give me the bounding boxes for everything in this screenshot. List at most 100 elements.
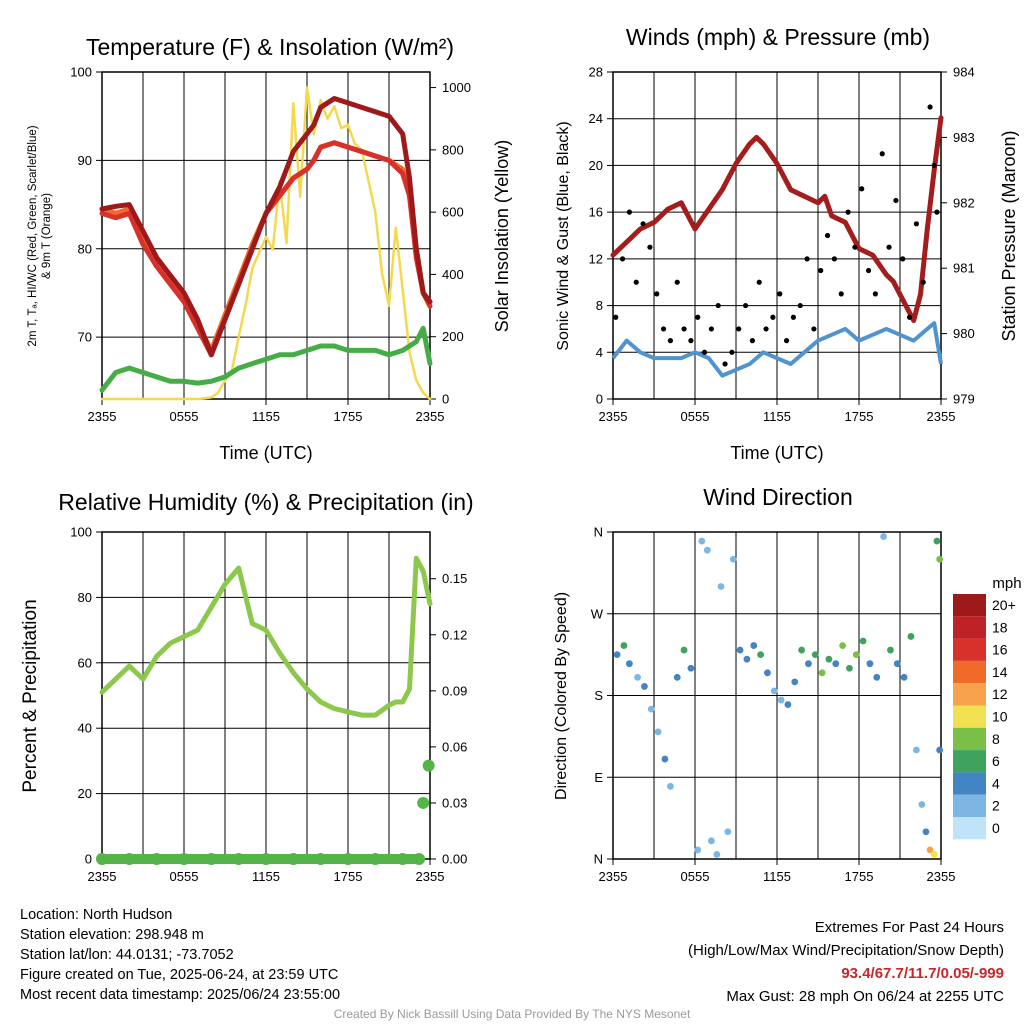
extremes-subtitle: (High/Low/Max Wind/Precipitation/Snow De… bbox=[688, 942, 1004, 959]
winds-chart-gust-point-37 bbox=[865, 267, 872, 274]
winds-chart-gust-point-3 bbox=[633, 279, 639, 285]
temp-chart-ytick-label-3: 100 bbox=[70, 65, 92, 80]
winds-chart-gust-point-43 bbox=[906, 314, 913, 320]
dir-chart-direction-point-11 bbox=[687, 664, 695, 672]
speed-legend-label-10: 0 bbox=[992, 820, 1000, 836]
winds-chart-gust-point-12 bbox=[695, 314, 701, 320]
dir-chart-direction-point-43 bbox=[893, 660, 901, 668]
dir-chart-direction-point-2 bbox=[626, 660, 633, 668]
winds-chart-grid bbox=[612, 72, 942, 399]
speed-legend-label-0: 20+ bbox=[992, 597, 1016, 613]
station-latlon: Station lat/lon: 44.0131; -73.7052 bbox=[20, 947, 234, 963]
extremes-title: Extremes For Past 24 Hours bbox=[814, 919, 1004, 936]
speed-legend-label-5: 10 bbox=[992, 709, 1008, 725]
dir-chart-direction-point-47 bbox=[918, 801, 926, 808]
rh-chart-precip-point-3 bbox=[178, 853, 190, 865]
speed-legend-label-6: 8 bbox=[992, 731, 1000, 747]
winds-chart-xlabel: Time (UTC) bbox=[730, 443, 823, 463]
dir-chart-ytick-label-3: W bbox=[591, 606, 604, 621]
dir-chart-direction-point-21 bbox=[743, 655, 751, 663]
winds-chart-gust-point-24 bbox=[777, 291, 783, 297]
dir-chart-direction-point-18 bbox=[724, 828, 732, 836]
dir-chart-direction-point-53 bbox=[936, 746, 944, 754]
dir-chart-direction-point-39 bbox=[866, 660, 874, 668]
figure-created: Figure created on Tue, 2025-06-24, at 23… bbox=[20, 967, 339, 983]
winds-chart-gust-point-23 bbox=[770, 314, 776, 320]
winds-chart-gust-point-30 bbox=[818, 267, 824, 274]
winds-chart-series-sonic-wind bbox=[611, 321, 943, 378]
dir-chart-direction-point-19 bbox=[729, 555, 737, 563]
dir-chart-direction-point-38 bbox=[859, 637, 867, 645]
temp-chart-ylabel-1: 2m T, Tₐ, HI/WC (Red, Green, Scarlet/Blu… bbox=[27, 125, 39, 346]
winds-chart-gust-point-10 bbox=[681, 326, 687, 332]
winds-chart-y2tick-label-4: 983 bbox=[953, 130, 975, 145]
winds-chart-gust-point-26 bbox=[790, 314, 797, 320]
rh-chart-precip-point-4 bbox=[205, 853, 218, 865]
dir-chart-direction-point-31 bbox=[811, 651, 819, 659]
rh-chart-y2tick-label-2: 0.06 bbox=[442, 739, 467, 754]
temp-chart-ytick-label-1: 80 bbox=[78, 241, 92, 256]
dir-chart-ytick-label-0: N bbox=[594, 852, 603, 867]
speed-legend-swatch-6 bbox=[953, 727, 986, 751]
winds-chart-ytick-label-4: 16 bbox=[589, 205, 603, 220]
winds-chart-gust-point-9 bbox=[674, 279, 680, 285]
rh-chart-xtick-label-3: 1755 bbox=[334, 869, 363, 884]
rh-chart-precip-point-2 bbox=[150, 853, 163, 865]
dir-chart-direction-point-41 bbox=[880, 533, 887, 540]
speed-legend-swatch-3 bbox=[953, 660, 986, 684]
winds-chart-gust-point-47 bbox=[931, 162, 937, 169]
winds-chart-gust-point-29 bbox=[811, 326, 817, 332]
temp-chart-y2tick-label-3: 600 bbox=[442, 205, 464, 220]
dir-chart-direction-point-14 bbox=[703, 546, 711, 554]
winds-chart-gust-point-20 bbox=[749, 338, 756, 344]
dir-chart-direction-point-36 bbox=[846, 664, 853, 672]
dir-chart-direction-point-42 bbox=[887, 646, 894, 654]
speed-legend-label-9: 2 bbox=[992, 798, 1000, 814]
winds-chart-gust-point-38 bbox=[872, 291, 879, 297]
winds-chart-gust-point-11 bbox=[688, 338, 694, 344]
dir-chart-direction-point-35 bbox=[839, 642, 846, 649]
winds-chart-gust-point-7 bbox=[660, 326, 667, 332]
winds-chart-ytick-label-5: 20 bbox=[589, 158, 603, 173]
temp-chart-series-td bbox=[99, 325, 433, 393]
winds-chart-gust-point-22 bbox=[763, 326, 769, 332]
winds-chart-xtick-label-0: 2355 bbox=[599, 409, 628, 424]
winds-chart-ytick-label-1: 4 bbox=[596, 345, 603, 360]
dir-chart-direction-point-44 bbox=[900, 673, 908, 681]
winds-chart-ylabel-left: Sonic Wind & Gust (Blue, Black) bbox=[555, 121, 572, 350]
rh-chart-xtick-label-1: 0555 bbox=[170, 869, 199, 884]
speed-legend-label-3: 14 bbox=[992, 664, 1008, 680]
temp-chart-xlabel: Time (UTC) bbox=[219, 443, 312, 463]
rh-chart-precip-point-13 bbox=[417, 796, 430, 809]
speed-legend-title: mph bbox=[992, 575, 1021, 592]
winds-chart-gust-point-2 bbox=[626, 209, 633, 215]
dir-chart-direction-point-8 bbox=[667, 782, 674, 790]
dir-chart-direction-point-27 bbox=[784, 701, 792, 708]
speed-legend-swatch-4 bbox=[953, 683, 986, 706]
rh-chart-precip-point-9 bbox=[342, 853, 354, 865]
winds-chart-ytick-label-7: 28 bbox=[589, 65, 603, 80]
winds-chart-xtick-label-2: 1155 bbox=[763, 409, 791, 424]
winds-chart-gust-point-36 bbox=[859, 186, 865, 192]
rh-chart-ytick-label-3: 60 bbox=[78, 655, 92, 670]
rh-chart-precip-point-12 bbox=[413, 853, 426, 865]
temp-chart-y2tick-label-0: 0 bbox=[442, 392, 449, 407]
dir-chart-ytick-label-4: N bbox=[594, 525, 603, 540]
rh-chart-precip-point-10 bbox=[369, 853, 382, 865]
rh-chart-xtick-label-0: 2355 bbox=[88, 869, 117, 884]
temp-chart-y2tick-label-5: 1000 bbox=[442, 80, 471, 95]
rh-chart-grid bbox=[101, 532, 431, 859]
most-recent-timestamp: Most recent data timestamp: 2025/06/24 2… bbox=[20, 987, 341, 1003]
rh-chart-ylabel-left: Percent & Precipitation bbox=[20, 599, 41, 792]
temp-chart-ytick-label-0: 70 bbox=[78, 330, 92, 345]
dir-chart-direction-point-22 bbox=[750, 642, 758, 649]
winds-chart-y2tick-label-1: 980 bbox=[953, 326, 975, 341]
speed-legend-swatch-7 bbox=[953, 750, 986, 773]
temp-chart-y2tick-label-4: 800 bbox=[442, 142, 464, 157]
dir-chart-direction-point-34 bbox=[832, 660, 840, 668]
extremes-values: 93.4/67.7/11.7/0.05/-999 bbox=[841, 965, 1004, 982]
speed-legend-swatch-1 bbox=[953, 616, 986, 639]
winds-chart-gust-point-8 bbox=[667, 338, 674, 344]
winds-chart-gust-point-21 bbox=[756, 279, 762, 285]
